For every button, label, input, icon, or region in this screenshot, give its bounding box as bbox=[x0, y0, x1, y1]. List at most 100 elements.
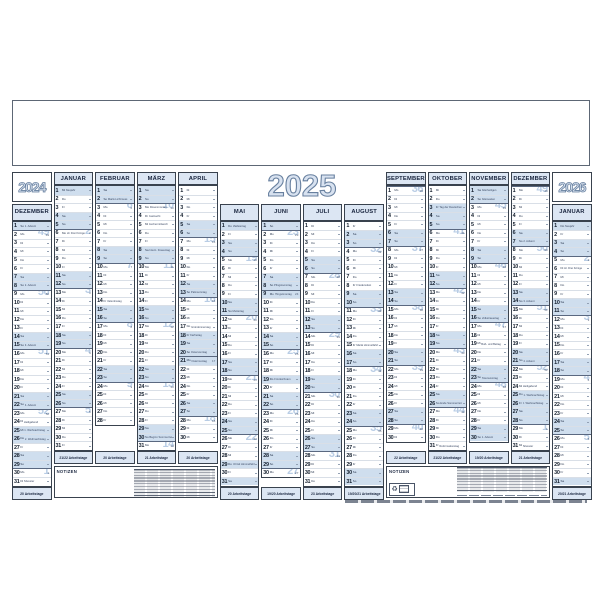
week-watermark: 15 bbox=[204, 233, 216, 246]
weekday-label: Fr bbox=[311, 368, 314, 373]
row-mark bbox=[296, 242, 299, 244]
day-number: 28 bbox=[512, 417, 519, 424]
weekday-label: So bbox=[560, 368, 565, 373]
weekday-label: So bbox=[269, 223, 274, 228]
weekday-label: Fr bbox=[228, 470, 231, 475]
day-number: 8 bbox=[554, 282, 557, 289]
weekday-label: Di bbox=[518, 256, 522, 261]
day-cell-august-2025-31: 31 So bbox=[345, 476, 383, 486]
weekday-label: Mi bbox=[269, 308, 273, 313]
day-number: 21 bbox=[554, 393, 560, 400]
weekday-label: Mo bbox=[103, 383, 108, 388]
row-mark bbox=[296, 336, 299, 338]
week-number: 46 bbox=[502, 265, 507, 270]
weekday-label: So bbox=[20, 402, 24, 407]
weekday-label: Di bbox=[61, 239, 65, 244]
day-number: 19 bbox=[97, 341, 103, 348]
day-number: 6 bbox=[221, 265, 225, 272]
day-number: 23 bbox=[429, 375, 436, 382]
row-mark bbox=[587, 302, 590, 304]
day-cell-september-2025-11: 11 Do bbox=[386, 271, 425, 280]
day-number: 23 bbox=[55, 375, 62, 382]
holiday-note: Volkstrauertag bbox=[481, 316, 499, 320]
weekday-label: Fr bbox=[311, 249, 314, 254]
day-cell-dezember-2024-23: 23 Mo 52 bbox=[13, 408, 51, 418]
day-number: 31 bbox=[512, 443, 519, 450]
row-mark bbox=[47, 285, 50, 287]
day-cell-november-2025-7: 7 Fr bbox=[470, 237, 508, 246]
day-number: 18 bbox=[263, 368, 269, 375]
weekday-label: Di bbox=[186, 247, 190, 252]
week-watermark: 14 bbox=[162, 437, 174, 450]
row-mark bbox=[254, 251, 257, 253]
week-watermark: 5 bbox=[583, 430, 590, 443]
weekday-label: Sa bbox=[269, 274, 274, 279]
month-days-dezember-2024: 49 50 51 52 1 1 So 1. Advent 2 Mo 49 3 Di 4 Mi 5 Do 6 Fr 7 S… bbox=[12, 220, 52, 487]
row-mark bbox=[379, 387, 382, 389]
day-number: 8 bbox=[346, 282, 350, 289]
day-cell-februar-2025-15: 15 Sa bbox=[96, 305, 134, 314]
day-cell-august-2025-19: 19 Di bbox=[345, 374, 383, 384]
week-watermark: 37 bbox=[411, 241, 424, 254]
weekday-label: Mo bbox=[352, 308, 357, 313]
row-mark bbox=[88, 394, 91, 396]
weekday-label: Mi bbox=[103, 341, 107, 346]
weekday-label: Fr bbox=[61, 205, 65, 210]
day-cell-januar-2025-19: 19 So bbox=[54, 339, 93, 348]
weekday-label: Mo bbox=[20, 232, 25, 237]
day-number: 23 bbox=[304, 410, 311, 417]
row-mark bbox=[337, 328, 340, 329]
weekday-label: Mi bbox=[228, 393, 232, 398]
day-cell-september-2025-22: 22 Mo 39 bbox=[386, 364, 425, 374]
row-mark bbox=[296, 328, 299, 329]
day-cell-august-2025-7: 7 Do bbox=[345, 272, 383, 282]
holiday-note: Rosenmontag bbox=[149, 206, 167, 210]
day-cell-dezember-2025-17: 17 Mi bbox=[511, 322, 550, 331]
row-mark bbox=[171, 232, 174, 234]
day-number: 16 bbox=[14, 350, 20, 357]
row-mark bbox=[296, 259, 299, 261]
weekday-label: Fr bbox=[228, 291, 231, 296]
weekday-label: Do bbox=[145, 409, 149, 414]
day-cell-februar-2025-10: 10 Mo 7 bbox=[96, 262, 134, 272]
day-cell-märz-2025-20: 20 Do bbox=[137, 347, 176, 357]
day-number: 5 bbox=[14, 257, 17, 264]
row-mark bbox=[213, 258, 216, 260]
weekday-label: Sa bbox=[518, 409, 523, 414]
holiday-note: Reformationstag bbox=[439, 444, 460, 448]
day-number: 27 bbox=[387, 409, 394, 416]
weekday-label: Mi bbox=[103, 400, 107, 405]
workdays-box-juli-2025: 23 Arbeitstage bbox=[302, 487, 343, 500]
weekday-label: Mo bbox=[394, 307, 399, 312]
day-cell-oktober-2025-11: 11 Sa bbox=[428, 271, 467, 280]
day-number: 20 bbox=[512, 349, 519, 356]
row-mark bbox=[171, 394, 174, 396]
day-cell-juni-2025-25: 25 Mi bbox=[262, 425, 300, 435]
weekday-label: Mi bbox=[518, 383, 523, 388]
day-cell-april-2025-12: 12 Sa bbox=[179, 279, 217, 289]
week-number: 6 bbox=[130, 205, 133, 210]
day-cell-november-2025-23: 23 So Totensonntag bbox=[470, 373, 508, 382]
day-number: 5 bbox=[346, 257, 350, 264]
day-cell-juli-2025-17: 17 Do bbox=[303, 357, 342, 367]
weekday-label: Mo bbox=[103, 264, 108, 269]
day-cell-januar-2025-6: 6 Mo Hl. Drei Könige 2 bbox=[54, 228, 93, 238]
day-number: 15 bbox=[221, 342, 228, 349]
day-number: 18 bbox=[471, 332, 477, 339]
month-header-dezember-2024: DEZEMBER bbox=[12, 204, 52, 221]
week-number: 2 bbox=[88, 231, 91, 236]
row-mark bbox=[88, 326, 91, 328]
weekday-label: Do bbox=[311, 359, 315, 364]
month-days-dezember-2025: 49 50 51 52 1 1 Mo 49 2 Di 3 Mi 4 Do 5 Fr 6 Sa 7 So 2. Adven… bbox=[510, 185, 551, 452]
weekday-label: Di bbox=[560, 325, 564, 330]
week-watermark: 2 bbox=[85, 224, 91, 237]
weekday-label: Di bbox=[61, 298, 65, 303]
weekday-label: Di bbox=[477, 213, 481, 218]
day-cell-dezember-2024-17: 17 Di bbox=[13, 357, 51, 367]
weekday-label: Do bbox=[20, 376, 25, 381]
row-mark bbox=[545, 394, 548, 396]
row-mark bbox=[337, 464, 340, 466]
row-mark bbox=[213, 343, 216, 345]
weekday-label: Di bbox=[435, 239, 439, 244]
week-number: 4 bbox=[587, 377, 590, 382]
